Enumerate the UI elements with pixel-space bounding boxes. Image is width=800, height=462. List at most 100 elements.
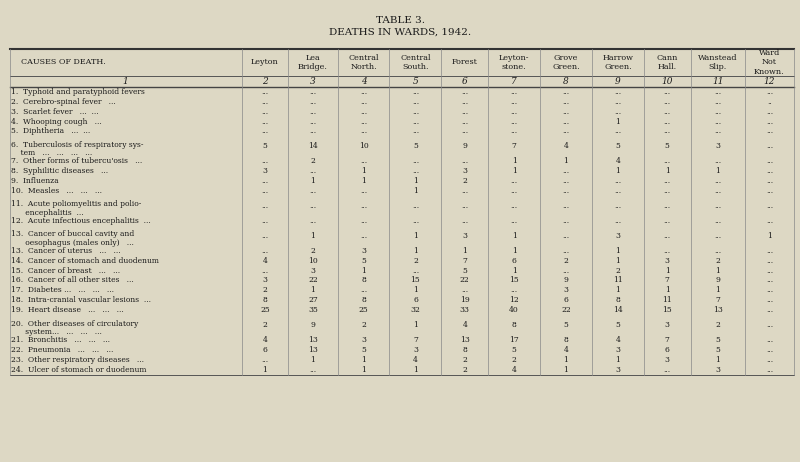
Text: ...: ... [614, 187, 622, 195]
Text: 15: 15 [510, 276, 519, 285]
Text: 1: 1 [310, 286, 315, 294]
Text: 25: 25 [260, 306, 270, 314]
Text: 2: 2 [262, 286, 267, 294]
Text: 20.  Other diseases of circulatory: 20. Other diseases of circulatory [11, 320, 138, 328]
Text: 3: 3 [665, 356, 670, 364]
Text: 1: 1 [361, 366, 366, 374]
Text: ...: ... [360, 88, 367, 96]
Text: 1: 1 [767, 232, 772, 240]
Text: 10: 10 [662, 77, 673, 86]
Text: 9: 9 [563, 276, 569, 285]
Text: 13: 13 [308, 336, 318, 344]
Text: ...: ... [510, 88, 518, 96]
Text: ...: ... [766, 128, 773, 135]
Text: ...: ... [310, 88, 317, 96]
Text: 4: 4 [512, 366, 517, 374]
Text: ...: ... [562, 108, 570, 116]
Text: ...: ... [262, 117, 269, 126]
Text: ...: ... [766, 187, 773, 195]
Text: 5: 5 [361, 346, 366, 354]
Text: 19.  Heart disease   ...   ...   ...: 19. Heart disease ... ... ... [11, 306, 124, 314]
Text: 10: 10 [358, 142, 368, 150]
Text: 4: 4 [262, 336, 267, 344]
Text: ...: ... [412, 88, 419, 96]
Text: ...: ... [664, 157, 671, 165]
Text: 2: 2 [310, 247, 315, 255]
Text: 2.  Cerebro-spinal fever   ...: 2. Cerebro-spinal fever ... [11, 97, 116, 106]
Text: ...: ... [766, 167, 773, 175]
Text: ...: ... [664, 117, 671, 126]
Text: ...: ... [412, 267, 419, 274]
Text: 5: 5 [512, 346, 517, 354]
Text: 1: 1 [310, 177, 315, 185]
Text: 1: 1 [615, 256, 620, 265]
Text: ...: ... [766, 142, 773, 150]
Text: 1: 1 [563, 356, 569, 364]
Text: ...: ... [360, 232, 367, 240]
Text: 3: 3 [462, 232, 467, 240]
Text: ...: ... [714, 88, 722, 96]
Text: 4: 4 [361, 77, 366, 86]
Text: 12: 12 [764, 77, 775, 86]
Text: 1: 1 [512, 247, 517, 255]
Text: 4.  Whooping cough   ...: 4. Whooping cough ... [11, 117, 102, 126]
Text: 8: 8 [615, 296, 620, 304]
Text: 16.  Cancer of all other sites   ...: 16. Cancer of all other sites ... [11, 276, 134, 285]
Text: ...: ... [360, 128, 367, 135]
Text: ...: ... [510, 117, 518, 126]
Text: ...: ... [614, 217, 622, 225]
Text: ...: ... [664, 232, 671, 240]
Text: ...: ... [766, 276, 773, 285]
Text: ...: ... [510, 202, 518, 210]
Text: DEATHS IN WARDS, 1942.: DEATHS IN WARDS, 1942. [329, 28, 471, 36]
Text: ...: ... [412, 108, 419, 116]
Text: ...: ... [262, 97, 269, 106]
Text: 27: 27 [308, 296, 318, 304]
Text: ...: ... [664, 202, 671, 210]
Text: 3: 3 [262, 276, 267, 285]
Text: ...: ... [262, 157, 269, 165]
Text: ...: ... [562, 128, 570, 135]
Text: 9: 9 [615, 77, 621, 86]
Text: 11: 11 [712, 77, 724, 86]
Text: ...: ... [714, 247, 722, 255]
Text: 3: 3 [310, 77, 316, 86]
Text: 1: 1 [361, 177, 366, 185]
Text: ...: ... [714, 177, 722, 185]
Text: 15: 15 [410, 276, 420, 285]
Text: 1: 1 [413, 247, 418, 255]
Text: 1: 1 [310, 232, 315, 240]
Text: ...: ... [562, 97, 570, 106]
Text: 14.  Cancer of stomach and duodenum: 14. Cancer of stomach and duodenum [11, 256, 159, 265]
Text: 7: 7 [665, 276, 670, 285]
Text: 3: 3 [715, 142, 720, 150]
Text: ...: ... [664, 247, 671, 255]
Text: ...: ... [412, 202, 419, 210]
Text: 7: 7 [511, 77, 517, 86]
Text: 6: 6 [413, 296, 418, 304]
Text: ...: ... [462, 187, 468, 195]
Text: ...: ... [462, 217, 468, 225]
Text: ...: ... [614, 128, 622, 135]
Text: ...: ... [562, 247, 570, 255]
Text: ...: ... [766, 306, 773, 314]
Text: 1: 1 [615, 117, 620, 126]
Text: 1: 1 [615, 356, 620, 364]
Text: ...: ... [360, 97, 367, 106]
Text: 13: 13 [308, 346, 318, 354]
Text: 14: 14 [613, 306, 623, 314]
Text: ...: ... [766, 356, 773, 364]
Text: 2: 2 [361, 321, 366, 329]
Text: 13.  Cancer of uterus   ...   ...: 13. Cancer of uterus ... ... [11, 247, 121, 255]
Text: 1: 1 [413, 321, 418, 329]
Text: 1: 1 [413, 177, 418, 185]
Text: 5: 5 [413, 142, 418, 150]
Text: ...: ... [310, 366, 317, 374]
Text: 2: 2 [715, 321, 720, 329]
Text: ...: ... [766, 117, 773, 126]
Text: 1: 1 [361, 267, 366, 274]
Text: 5: 5 [615, 142, 620, 150]
Text: 13: 13 [460, 336, 470, 344]
Text: 22: 22 [561, 306, 571, 314]
Text: Leyton: Leyton [251, 58, 278, 67]
